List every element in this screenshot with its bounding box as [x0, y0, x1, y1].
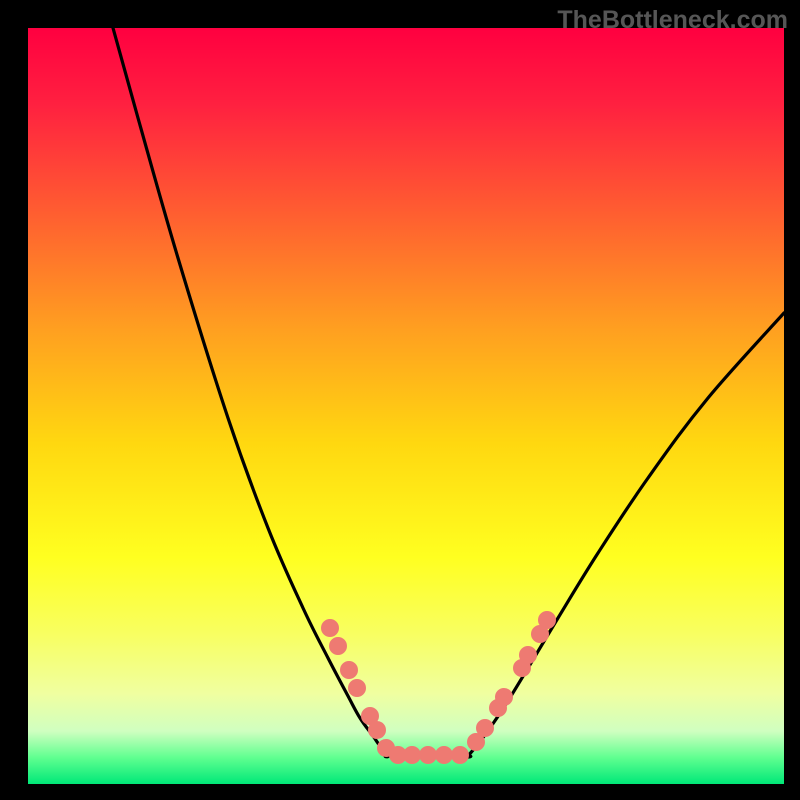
curve-marker: [520, 647, 537, 664]
curve-marker: [341, 662, 358, 679]
curve-marker: [330, 638, 347, 655]
gradient-background: [28, 28, 784, 784]
curve-marker: [539, 612, 556, 629]
curve-marker: [452, 747, 469, 764]
curve-marker: [496, 689, 513, 706]
curve-marker: [369, 722, 386, 739]
curve-marker: [420, 747, 437, 764]
curve-marker: [349, 680, 366, 697]
curve-marker: [477, 720, 494, 737]
curve-marker: [322, 620, 339, 637]
bottleneck-curve-chart: [28, 28, 784, 784]
curve-marker: [436, 747, 453, 764]
curve-marker: [404, 747, 421, 764]
